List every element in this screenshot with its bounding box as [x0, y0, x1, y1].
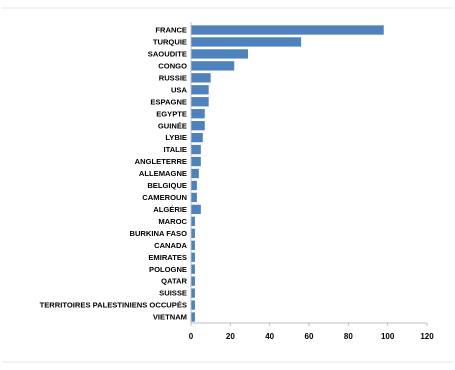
category-label: ANGLETERRE	[135, 157, 187, 166]
bar-11	[191, 144, 201, 155]
bar-3	[191, 49, 249, 59]
bars-layer	[191, 25, 384, 322]
category-label: CAMEROUN	[142, 193, 187, 202]
bar-8	[191, 109, 205, 119]
category-label: CANADA	[154, 241, 187, 250]
bar-15	[191, 192, 197, 203]
bar-4	[191, 61, 235, 71]
bar-6	[191, 85, 209, 95]
x-tick-label: 60	[305, 332, 314, 341]
category-label: EGYPTE	[156, 109, 187, 118]
bar-20	[191, 252, 195, 262]
category-labels: FRANCE TURQUIE SAOUDITE CONGO RUSSIE USA ESPAG…	[40, 26, 188, 322]
category-label: ITALIE	[164, 145, 187, 154]
bar-23	[191, 288, 195, 298]
category-label: TERRITOIRES PALESTINIENS OCCUPÉS	[40, 301, 187, 310]
category-label: LYBIE	[165, 133, 187, 142]
bar-21	[191, 264, 195, 274]
bar-22	[191, 276, 195, 286]
category-label: GUINÉE	[158, 121, 187, 130]
bar-13	[191, 168, 199, 179]
x-tick-label: 120	[420, 332, 434, 341]
category-label: TURQUIE	[153, 38, 187, 47]
category-label: USA	[171, 85, 188, 94]
bar-5	[191, 73, 211, 83]
bar-17	[191, 216, 195, 227]
category-label: BURKINA FASO	[129, 229, 187, 238]
category-label: MAROC	[158, 217, 187, 226]
category-label: BELGIQUE	[147, 181, 187, 190]
x-tick-label: 40	[265, 332, 274, 341]
bar-2	[191, 37, 302, 47]
bar-19	[191, 240, 195, 250]
bar-7	[191, 97, 209, 107]
x-tick-label: 80	[344, 332, 353, 341]
category-label: POLOGNE	[149, 265, 187, 274]
bar-25	[191, 312, 195, 322]
bar-18	[191, 228, 195, 238]
category-label: SUISSE	[159, 289, 187, 298]
x-tick-label: 100	[381, 332, 395, 341]
category-label: ALLEMAGNE	[139, 169, 187, 178]
bar-14	[191, 180, 197, 191]
category-label: SAOUDITE	[148, 50, 187, 59]
category-label: VIETNAM	[153, 313, 187, 322]
bar-1	[191, 25, 384, 35]
category-label: CONGO	[158, 61, 187, 70]
x-tick-label: 20	[226, 332, 235, 341]
bar-24	[191, 300, 195, 310]
category-label: ESPAGNE	[150, 97, 187, 106]
x-tick-label: 0	[189, 332, 194, 341]
bar-9	[191, 121, 205, 131]
category-label: QATAR	[161, 277, 187, 286]
bar-10	[191, 132, 203, 143]
x-tick-labels: 0 20 40 60 80 100 120	[189, 332, 434, 341]
category-label: FRANCE	[155, 26, 187, 35]
category-label: EMIRATES	[148, 253, 187, 262]
category-label: RUSSIE	[159, 73, 187, 82]
bar-16	[191, 204, 201, 215]
bar-12	[191, 156, 201, 167]
category-label: ALGÉRIE	[153, 205, 187, 214]
axis-layer	[190, 22, 428, 326]
